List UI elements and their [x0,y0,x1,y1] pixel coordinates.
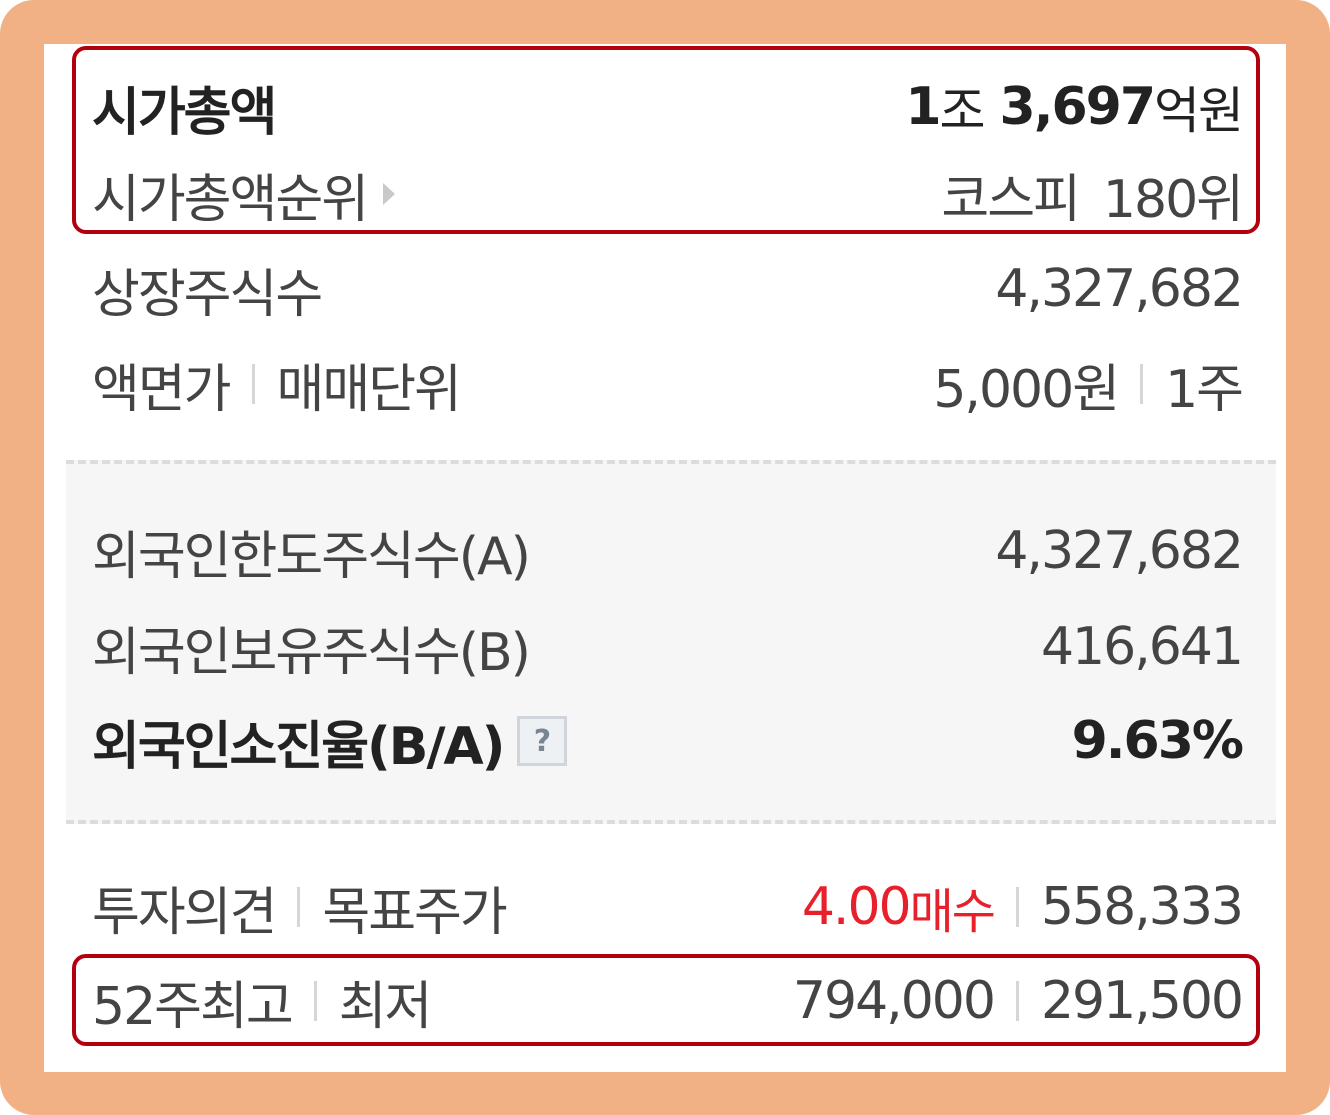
target-price-label: 목표주가 [322,882,507,943]
opinion-score: 4.00 [801,877,912,937]
opinion-row: 투자의견 목표주가 4.00 매수 558,333 [92,862,1244,952]
market-cap-rank-row: 시가총액순위 코스피 180위 [92,154,1244,234]
foreign-holding-value: 416,641 [1040,617,1244,677]
highlight-box-market-cap [72,46,1260,234]
listed-shares-row: 상장주식수 4,327,682 [92,244,1244,334]
divider [297,887,301,927]
par-value-row: 액면가 매매단위 5,000원 1주 [92,339,1244,429]
foreign-limit-row: 외국인한도주식수(A) 4,327,682 [92,506,1244,596]
highlight-box-52week [72,954,1260,1046]
help-icon[interactable]: ? [517,716,568,766]
foreign-ownership-section [66,460,1276,824]
market-cap-row: 시가총액 1 조 3,697 억원 [92,62,1244,152]
foreign-ratio-label: 외국인소진율(B/A) [92,716,505,777]
divider [1015,887,1019,927]
stock-info-panel: 시가총액 1 조 3,697 억원 시가총액순위 코스피 180위 상장주식수 … [44,44,1286,1072]
par-value: 5,000원 [933,359,1120,420]
listed-shares-value: 4,327,682 [995,259,1244,319]
week52-high-label: 52주최고 [92,976,294,1037]
divider [251,364,255,404]
week52-low-value: 291,500 [1040,971,1244,1031]
foreign-limit-label: 외국인한도주식수(A) [92,526,531,587]
foreign-ratio-value: 9.63% [1071,711,1244,771]
market-cap-label: 시가총액 [92,82,277,143]
week52-high-value: 794,000 [792,971,996,1031]
divider [1015,981,1019,1021]
foreign-limit-value: 4,327,682 [995,521,1244,581]
market-rank: 180위 [1102,169,1244,230]
trade-unit-label: 매매단위 [276,359,462,420]
week52-row: 52주최고 최저 794,000 291,500 [92,956,1244,1046]
foreign-ratio-row: 외국인소진율(B/A) ? 9.63% [92,696,1244,786]
opinion-text: 매수 [909,884,996,940]
listed-shares-label: 상장주식수 [92,264,323,325]
opinion-label: 투자의견 [92,882,277,943]
market-cap-value: 1 조 3,697 억원 [905,77,1244,140]
arrow-right-icon[interactable] [383,183,396,205]
divider [1140,364,1144,404]
market-name: 코스피 [941,169,1081,230]
market-cap-rank-link[interactable]: 시가총액순위 [92,169,369,230]
trade-unit: 1주 [1165,359,1244,420]
week52-low-label: 최저 [338,976,433,1037]
foreign-holding-row: 외국인보유주식수(B) 416,641 [92,602,1244,692]
divider [313,981,317,1021]
foreign-holding-label: 외국인보유주식수(B) [92,622,531,683]
par-value-label: 액면가 [92,359,232,420]
target-price-value: 558,333 [1040,877,1244,937]
